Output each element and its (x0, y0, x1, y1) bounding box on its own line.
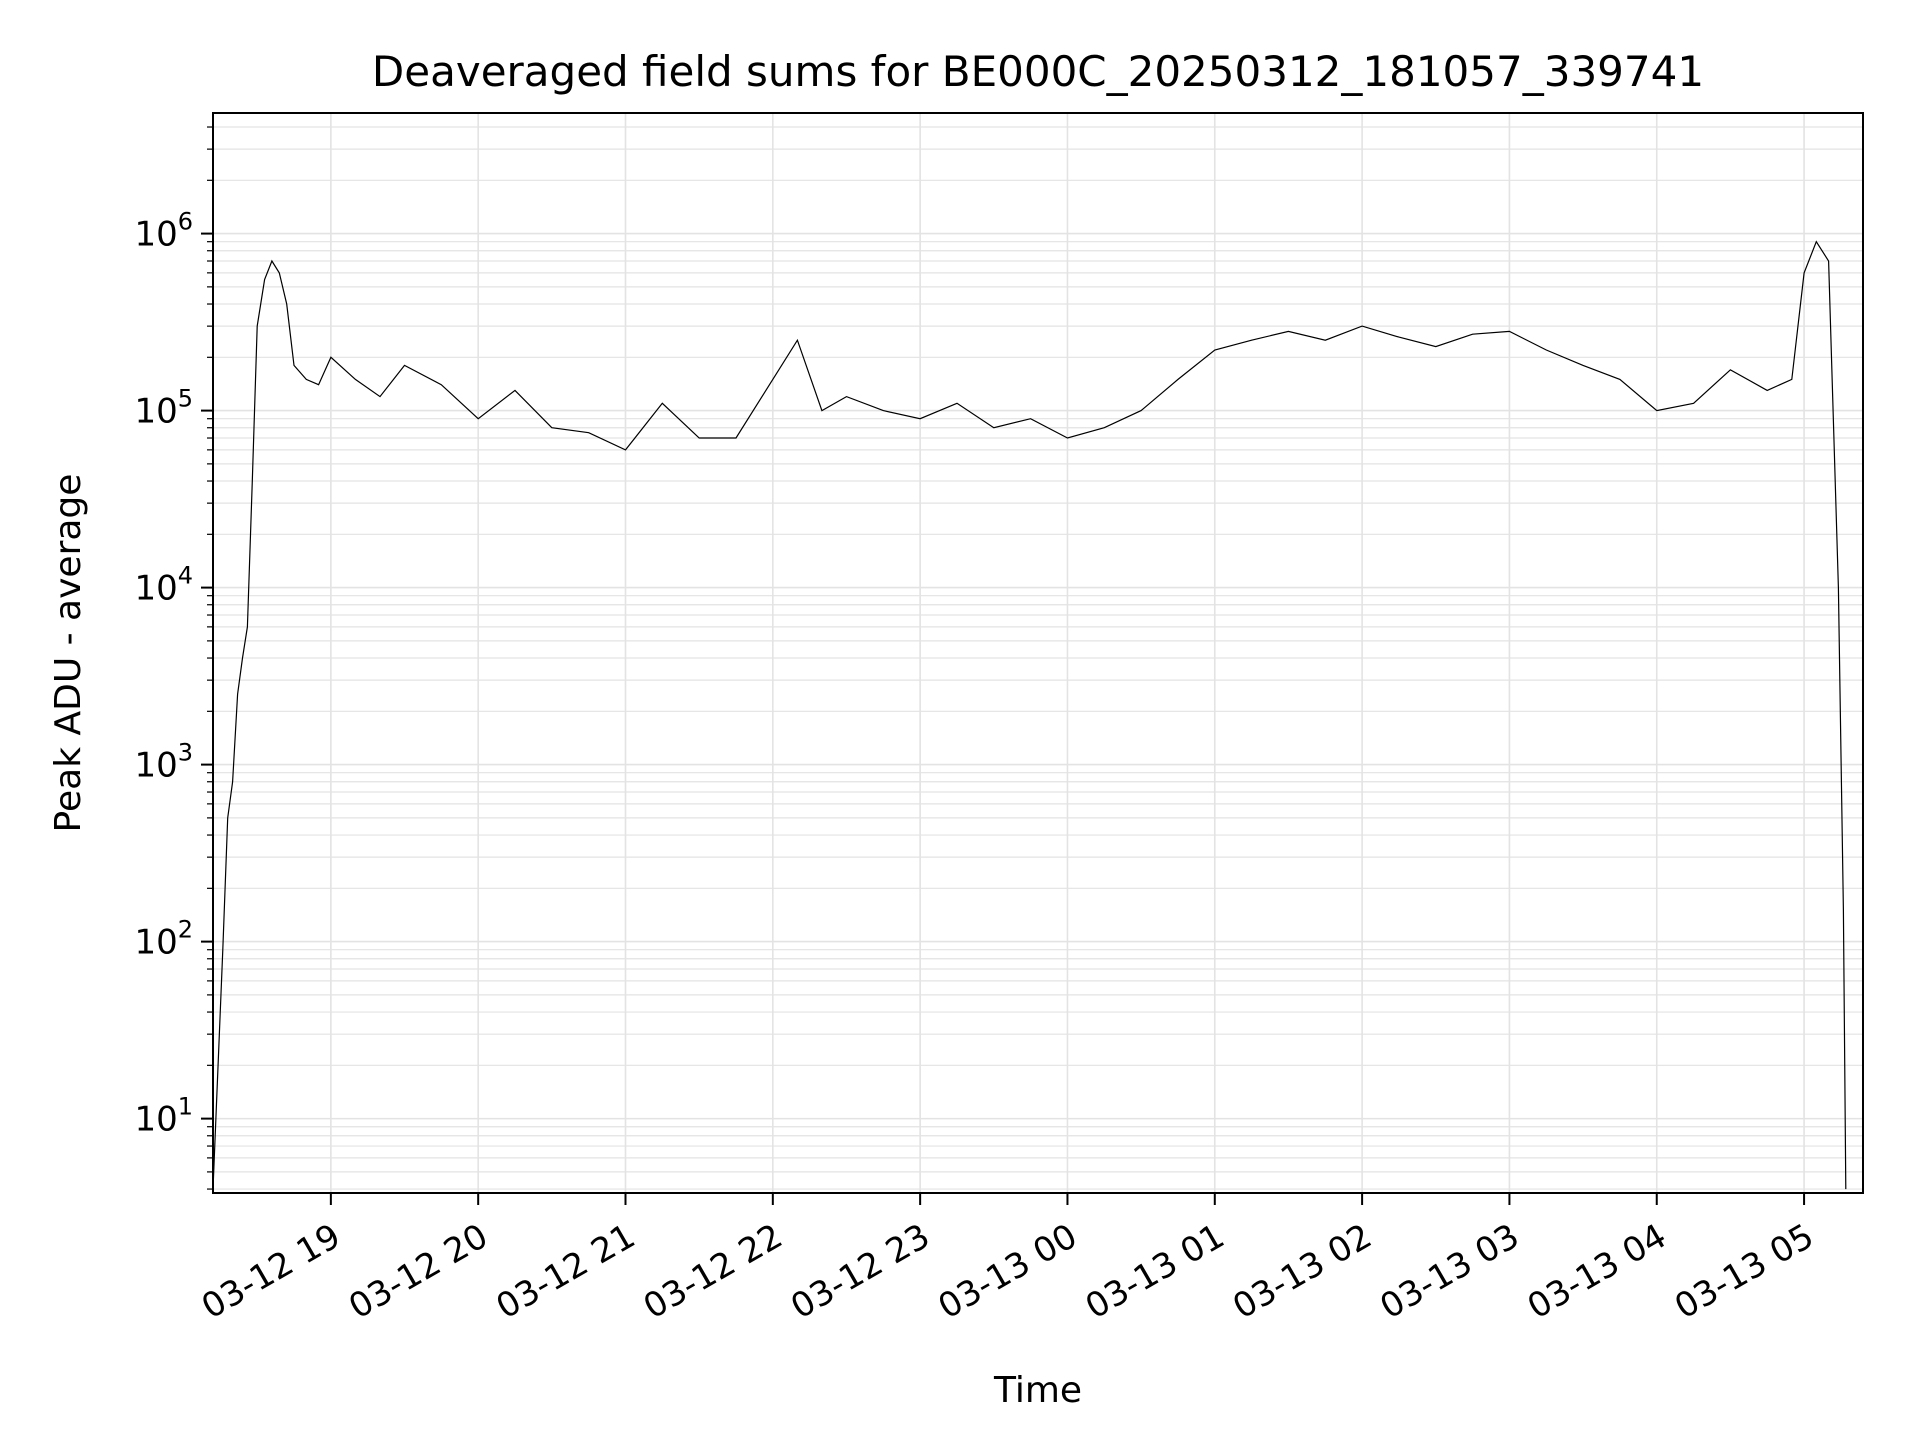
y-tick-label: 102 (134, 916, 193, 963)
y-tick-label: 106 (134, 208, 193, 255)
chart-title: Deaveraged field sums for BE000C_2025031… (372, 47, 1704, 96)
y-tick-label: 105 (134, 385, 193, 432)
y-tick-label: 104 (134, 562, 193, 609)
y-axis-label: Peak ADU - average (48, 474, 89, 833)
y-tick-label: 103 (134, 739, 193, 786)
y-axis: 101 102 103 104 105 106 (134, 126, 213, 1190)
x-axis-label: Time (993, 1370, 1082, 1411)
plot-area-frame (212, 112, 1864, 1194)
y-tick-label: 101 (134, 1093, 193, 1140)
grid (213, 113, 1863, 1193)
series-line (212, 240, 1847, 1190)
